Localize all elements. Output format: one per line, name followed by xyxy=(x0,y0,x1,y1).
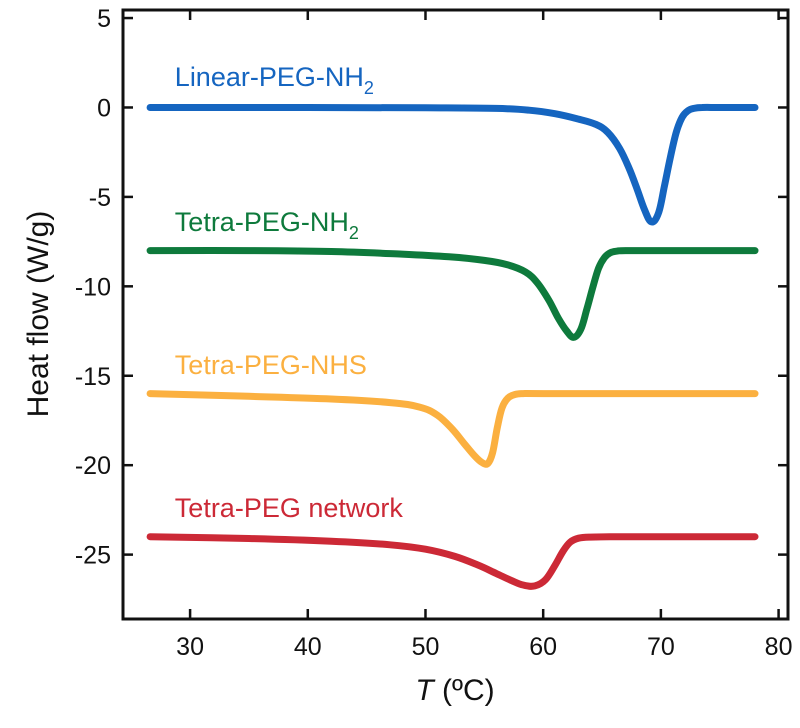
x-tick-label: 50 xyxy=(412,633,440,661)
y-tick-label: 0 xyxy=(97,94,111,122)
x-tick-label: 30 xyxy=(176,633,204,661)
x-axis-title: T (ºC) xyxy=(415,674,494,707)
series-label-tetra-peg-network: Tetra-PEG network xyxy=(175,493,404,523)
y-tick-label: -10 xyxy=(75,273,111,301)
plot-frame xyxy=(121,8,790,621)
x-axis-title-symbol: T xyxy=(415,674,436,707)
ticks-layer xyxy=(123,10,788,619)
series-label-text: Tetra-PEG-NHS xyxy=(175,350,367,380)
x-axis-title-unit: (ºC) xyxy=(434,674,495,707)
y-tick-label: 5 xyxy=(97,5,111,33)
y-tick-label: -20 xyxy=(75,452,111,480)
series-line-tetra-peg-network xyxy=(146,533,759,590)
x-tick-label: 70 xyxy=(647,633,675,661)
series-label-linear-peg-nh2: Linear-PEG-NH2 xyxy=(175,62,374,98)
series-label-text: Tetra-PEG network xyxy=(175,493,404,523)
series-label-tetra-peg-nh2: Tetra-PEG-NH2 xyxy=(175,207,359,243)
y-tick-label: -15 xyxy=(75,363,111,391)
x-tick-label: 80 xyxy=(765,633,793,661)
series-label-subscript: 2 xyxy=(364,78,374,98)
curves-layer xyxy=(146,103,759,590)
series-labels-layer: Linear-PEG-NH2Tetra-PEG-NH2Tetra-PEG-NHS… xyxy=(175,62,404,523)
series-label-tetra-peg-nhs: Tetra-PEG-NHS xyxy=(175,350,367,380)
series-label-subscript: 2 xyxy=(349,223,359,243)
y-tick-label: -5 xyxy=(89,184,111,212)
series-line-tetra-peg-nhs xyxy=(146,390,759,468)
series-line-tetra-peg-nh2 xyxy=(146,247,759,341)
x-tick-label: 40 xyxy=(294,633,322,661)
series-line-linear-peg-nh2 xyxy=(146,103,759,226)
y-tick-label: -25 xyxy=(75,542,111,570)
series-label-text: Tetra-PEG-NH xyxy=(175,207,349,237)
y-axis-title: Heat flow (W/g) xyxy=(22,211,55,418)
x-tick-label: 60 xyxy=(529,633,557,661)
series-label-text: Linear-PEG-NH xyxy=(175,62,364,92)
